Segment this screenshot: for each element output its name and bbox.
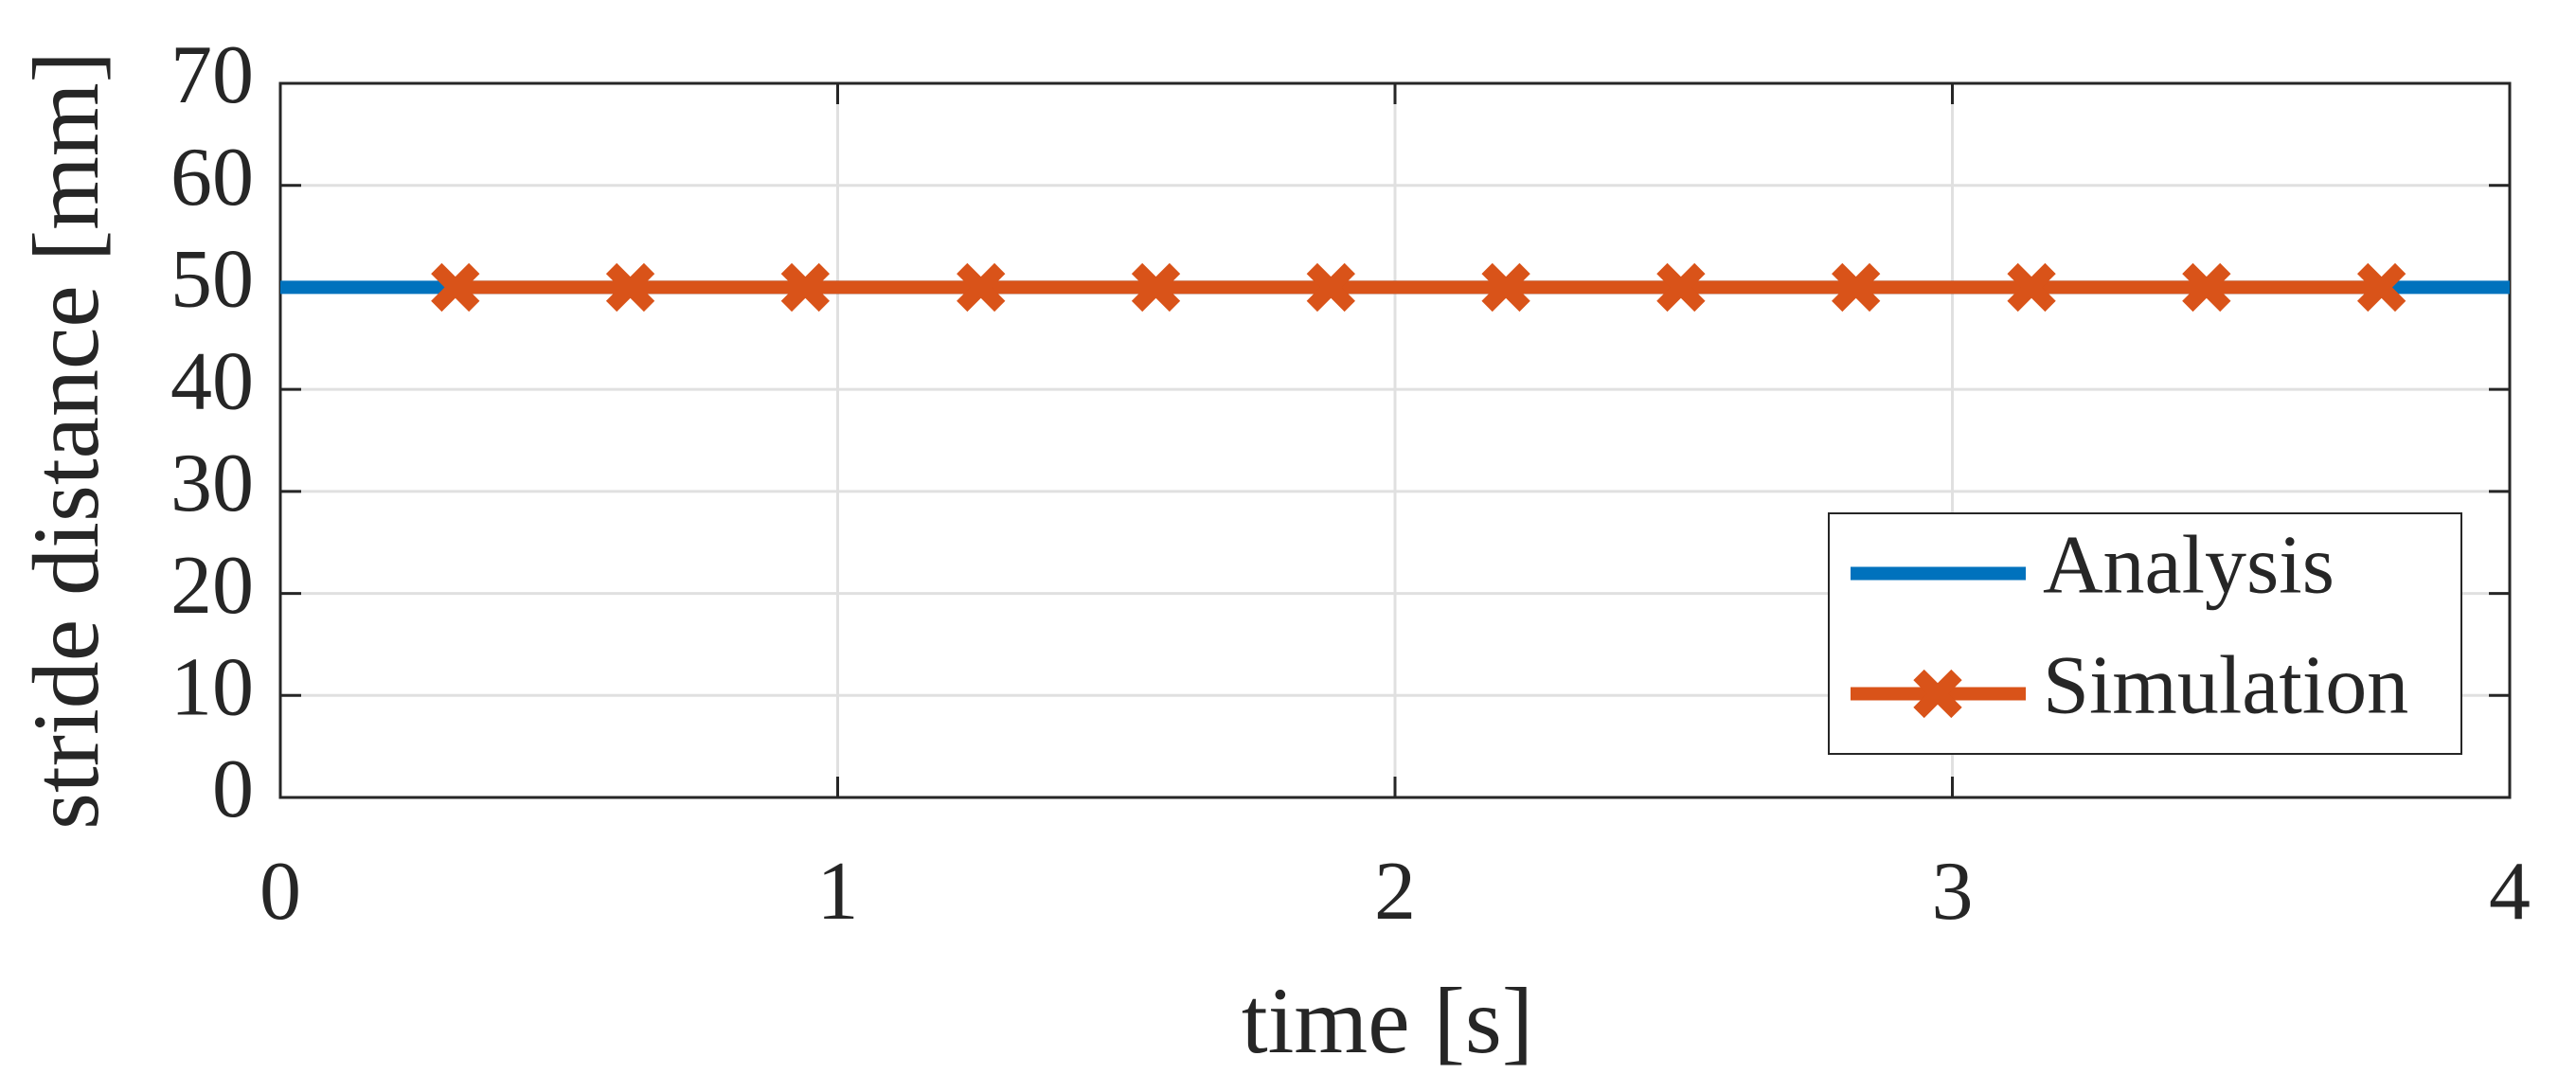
marker	[957, 262, 1006, 313]
marker	[1656, 262, 1706, 313]
marker	[2182, 262, 2231, 313]
marker	[1306, 262, 1355, 313]
y-tick-label: 20	[170, 540, 254, 632]
legend-label: Analysis	[2043, 520, 2334, 612]
marker	[780, 262, 831, 313]
y-tick-label: 40	[170, 335, 254, 427]
marker	[1832, 262, 1881, 313]
y-tick-label: 0	[212, 743, 254, 835]
x-axis-label: time [s]	[1242, 968, 1533, 1073]
x-tick-label: 1	[817, 846, 859, 938]
marker	[2007, 262, 2056, 313]
marker	[2356, 262, 2406, 313]
y-tick-label: 70	[170, 29, 254, 121]
x-tick-label: 4	[2489, 846, 2531, 938]
y-tick-label: 30	[170, 438, 254, 529]
plot-frame	[278, 81, 2512, 799]
y-tick-label: 50	[170, 234, 254, 326]
y-tick-label: 60	[170, 132, 254, 224]
y-tick-label: 10	[170, 641, 254, 733]
marker	[431, 262, 480, 313]
x-tick-label: 3	[1932, 846, 1974, 938]
marker	[1131, 262, 1181, 313]
legend-marker	[1913, 669, 1962, 719]
legend-label: Simulation	[2043, 640, 2408, 732]
marker	[605, 262, 655, 313]
y-axis-label: stride distance [mm]	[13, 51, 118, 830]
x-tick-label: 2	[1374, 846, 1416, 938]
x-tick-label: 0	[259, 846, 301, 938]
legend-box	[1828, 512, 2462, 755]
marker	[1481, 262, 1530, 313]
